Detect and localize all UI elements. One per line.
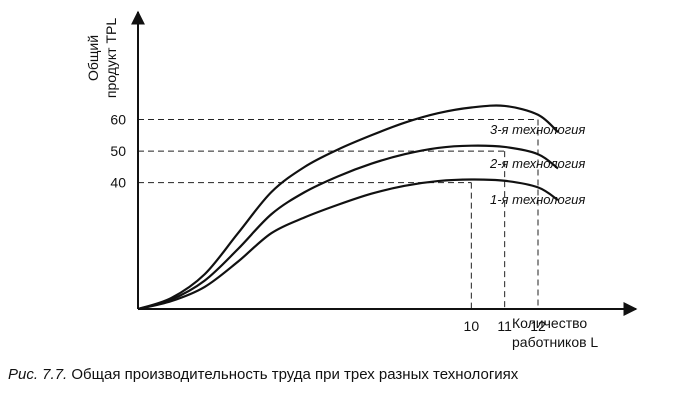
x-axis-title-line1: Количество [512,315,587,331]
y-tick-label: 40 [110,175,126,191]
reference-lines [138,118,539,309]
series-line-1 [137,178,559,311]
y-tick-label: 50 [110,143,126,159]
x-tick-label: 11 [497,318,512,334]
series-label-1: 1-я технология [490,192,585,207]
figure-caption: Рис. 7.7. Общая производительность труда… [8,366,518,383]
series-label-2: 2-я технология [489,156,585,171]
y-axis-title-line2: продукт TPL [103,18,119,98]
series-line-3 [137,104,559,311]
x-tick-label: 12 [530,318,546,334]
series-line-2 [137,144,559,311]
y-axis-title-line1: Общий [85,35,101,81]
tick-labels: 40 50 60 10 11 12 [110,111,546,334]
y-axis-title: Общий продукт TPL [85,18,119,98]
caption-figure-number: Рис. 7.7. [8,366,68,383]
y-tick-label: 60 [110,111,126,127]
caption-text: Общая производительность труда при трех … [67,366,519,383]
x-axis-title: Количество работников L [512,315,598,350]
series-labels: 3-я технология 2-я технология 1-я технол… [489,122,585,207]
series-label-3: 3-я технология [490,122,585,137]
series-curves [137,104,559,311]
axes [131,10,638,316]
x-axis-title-line2: работников L [512,334,598,350]
x-tick-label: 10 [464,318,480,334]
